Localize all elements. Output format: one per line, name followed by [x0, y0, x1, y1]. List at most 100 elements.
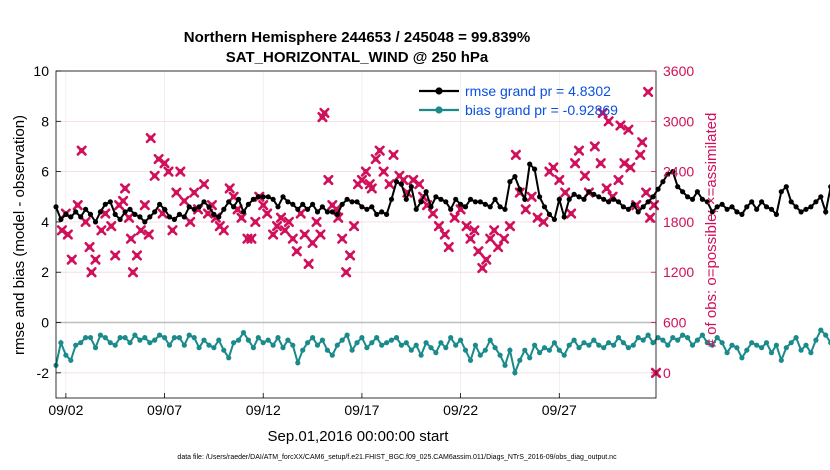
bias-point	[428, 345, 434, 351]
rmse-point	[537, 194, 543, 200]
bias-point	[606, 340, 612, 346]
rmse-point	[576, 194, 582, 200]
bias-point	[739, 355, 745, 361]
rmse-point	[231, 204, 237, 210]
rmse-point	[601, 196, 607, 202]
bias-point	[487, 337, 493, 343]
rmse-point	[117, 216, 123, 222]
obs-count-point	[246, 233, 257, 244]
y-right-tick-label: 3600	[663, 63, 694, 79]
bias-point	[448, 335, 454, 341]
rmse-point	[556, 196, 562, 202]
rmse-point	[191, 206, 197, 212]
rmse-point	[768, 206, 775, 212]
legend-bias-label: bias grand pr = -0.92869	[465, 102, 618, 118]
obs-count-point	[125, 233, 137, 244]
obs-count-point	[303, 258, 314, 269]
bias-point	[625, 345, 632, 351]
rmse-point	[176, 211, 182, 217]
rmse-point	[754, 206, 760, 212]
obs-count-point	[307, 237, 318, 248]
rmse-point	[305, 206, 311, 212]
rmse-point	[694, 189, 701, 195]
y-left-tick-label: 6	[41, 164, 49, 180]
bias-point	[369, 340, 375, 346]
rmse-point	[660, 179, 666, 185]
rmse-point	[260, 194, 266, 200]
rmse-point	[458, 201, 464, 207]
obs-count-point	[449, 212, 460, 223]
bias-point	[596, 342, 602, 348]
bias-point	[719, 340, 725, 346]
bias-point	[63, 352, 69, 358]
obs-count-point	[641, 187, 652, 198]
bias-point	[615, 335, 622, 341]
bias-point	[310, 335, 316, 341]
obs-count-point	[159, 158, 170, 169]
bias-point	[507, 347, 513, 353]
bias-point	[630, 342, 636, 348]
bias-point	[458, 337, 464, 343]
bias-point	[438, 340, 444, 346]
obs-count-point	[538, 216, 549, 228]
obs-count-point	[163, 166, 174, 177]
obs-count-point	[80, 216, 91, 228]
rmse-point	[250, 196, 256, 202]
obs-count-point	[613, 174, 624, 186]
rmse-point	[734, 209, 740, 215]
bias-point	[280, 345, 286, 351]
bias-point	[102, 335, 108, 341]
rmse-point	[729, 204, 735, 210]
bias-point	[793, 335, 799, 341]
rmse-point	[68, 214, 74, 220]
rmse-point	[147, 214, 153, 220]
obs-count-point	[374, 145, 385, 156]
bias-point	[611, 342, 617, 348]
bias-point	[650, 340, 656, 346]
rmse-point	[388, 196, 395, 202]
right-axis-ticks: 0 600 1200 1800 2400 3000 3600	[651, 63, 694, 381]
obs-count-point	[145, 132, 156, 144]
bias-point	[685, 335, 691, 341]
obs-count-point	[175, 166, 186, 177]
rmse-point	[162, 206, 168, 212]
obs-count-point	[473, 246, 484, 257]
rmse-point	[798, 209, 804, 215]
rmse-point	[482, 201, 488, 207]
obs-count-point	[262, 208, 273, 219]
bias-point	[166, 342, 173, 348]
rmse-point	[670, 169, 676, 175]
rmse-point	[640, 204, 646, 210]
bias-point	[97, 332, 103, 338]
bias-point	[393, 335, 400, 341]
rmse-point	[759, 199, 765, 205]
obs-count-point	[250, 216, 261, 228]
rmse-point	[201, 199, 207, 205]
bias-point	[300, 347, 306, 353]
obs-count-point	[548, 162, 559, 173]
bias-point	[319, 337, 325, 343]
obs-count-point	[603, 116, 614, 127]
obs-count-point	[504, 221, 516, 232]
x-tick-label: 09/02	[48, 402, 83, 418]
obs-count-point	[279, 225, 291, 236]
legend-rmse-label: rmse grand pr = 4.8302	[465, 83, 611, 99]
obs-count-point	[337, 233, 348, 244]
rmse-point	[487, 204, 493, 210]
bias-point	[324, 347, 330, 353]
rmse-point	[97, 209, 103, 215]
obs-count-point	[573, 145, 585, 156]
obs-count-point	[291, 246, 302, 257]
legend: rmse grand pr = 4.8302 bias grand pr = -…	[419, 83, 618, 118]
rmse-point	[181, 214, 187, 220]
bias-point	[107, 340, 113, 346]
y-left-tick-label: -2	[37, 365, 50, 381]
bias-point	[314, 342, 321, 348]
rmse-point	[379, 209, 385, 215]
obs-count-point	[268, 229, 279, 240]
obs-count-point	[236, 212, 247, 223]
bias-point	[275, 335, 281, 341]
bias-point	[744, 347, 750, 353]
rmse-point	[329, 209, 335, 215]
